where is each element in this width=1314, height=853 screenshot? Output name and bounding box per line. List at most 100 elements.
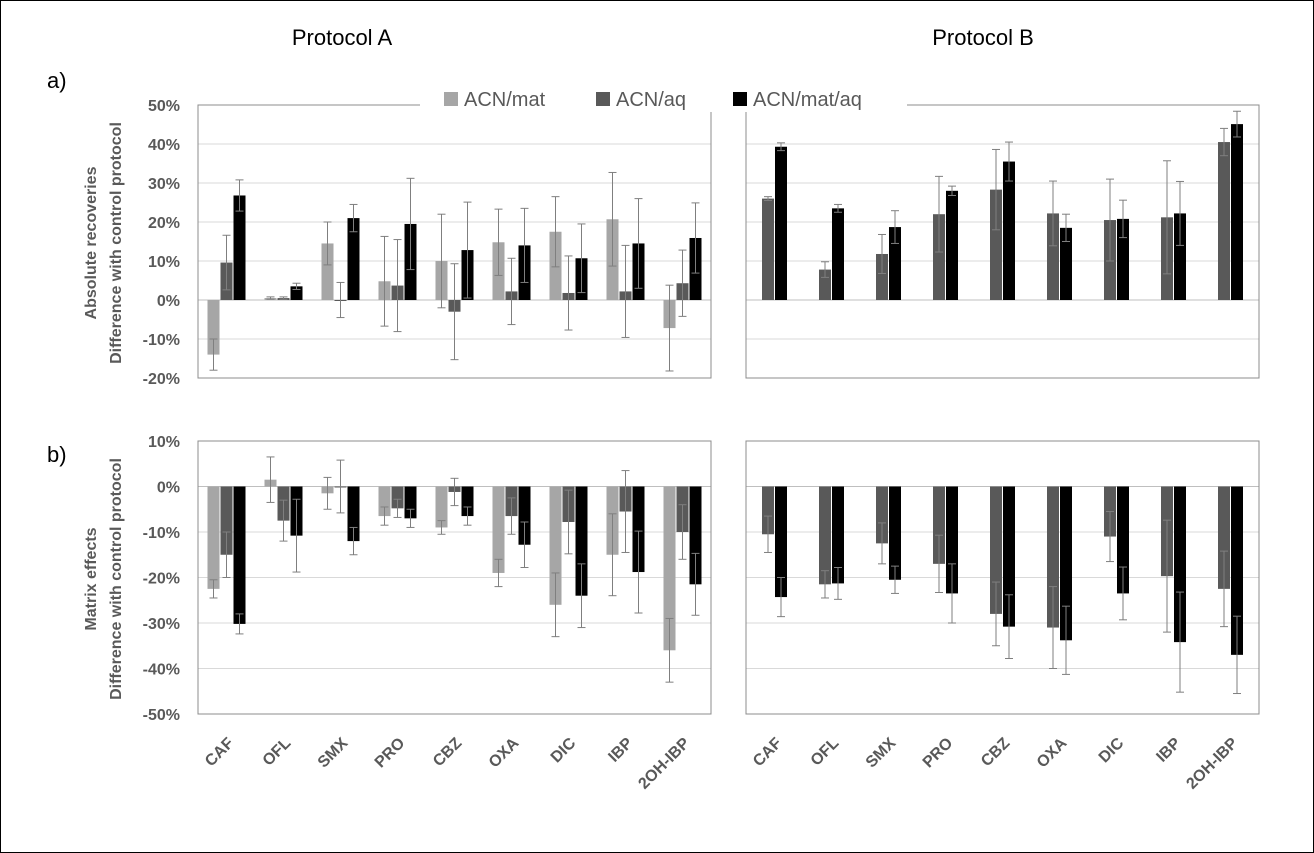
panel-b-protocol-a-ytick-label: -10% [143, 525, 180, 542]
panel-b-protocol-b-xtick-label: OFL [808, 735, 843, 770]
panel-b-protocol-a-bar-acn-mat [663, 486, 676, 651]
panel-b-protocol-b-xtick-label: PRO [920, 735, 957, 772]
panel-a-protocol-b-bar-acn-mat-aq [1117, 218, 1129, 300]
protocol-b-title: Protocol B [932, 25, 1034, 50]
panel-a-protocol-a-ytick-label: -20% [143, 371, 180, 388]
panel-b-protocol-a-bar-acn-aq [391, 486, 404, 509]
panel-b-protocol-a-ytick-label: -20% [143, 571, 180, 588]
legend-swatch-acn-mat-aq [733, 92, 747, 106]
panel-b-protocol-a-bar-acn-mat [378, 486, 391, 517]
panel-a-protocol-a-ytick-label: 20% [148, 215, 180, 232]
panel-a-protocol-b-bar-acn-mat-aq [1174, 213, 1186, 300]
panel-b-protocol-a-xtick-label: 2OH-IBP [635, 735, 693, 793]
panel-b-protocol-b-bar-acn-mat-aq [775, 486, 787, 598]
panel-b-protocol-b-bar-acn-mat-aq [1060, 486, 1072, 641]
ylabel-a-line1: Absolute recoveries [83, 166, 100, 319]
panel-a-protocol-b-bar-acn-mat-aq [1060, 227, 1072, 300]
panel-a-protocol-a-ytick-label: -10% [143, 332, 180, 349]
panel-a-protocol-b-bar-acn-mat-aq [889, 227, 901, 300]
panel-a-protocol-b-bar-acn-mat-aq [775, 146, 787, 300]
panel-a-protocol-a-ytick-label: 30% [148, 176, 180, 193]
panel-a-protocol-a-ytick-label: 40% [148, 137, 180, 154]
panel-a-protocol-b-bar-acn-aq [1218, 142, 1230, 300]
legend-label-acn-mat-aq: ACN/mat/aq [753, 89, 862, 111]
panel-b-protocol-b-xtick-label: IBP [1153, 735, 1184, 766]
ylabel-a-line2: Difference with control protocol [108, 122, 125, 364]
panel-b-protocol-b-bar-acn-aq [819, 486, 831, 585]
panel-b-protocol-a-xtick-label: OXA [486, 734, 523, 771]
panel-a-protocol-a-ytick-label: 10% [148, 254, 180, 271]
protocol-a-title: Protocol A [292, 25, 393, 50]
panel-b-protocol-a-ytick-label: -40% [143, 662, 180, 679]
panel-a-protocol-b-bar-acn-mat-aq [1231, 124, 1243, 300]
panel-a-protocol-b-bar-acn-mat-aq [946, 190, 958, 300]
panel-b-protocol-a-bar-acn-aq [220, 486, 233, 555]
panel-b-protocol-a-xtick-label: CAF [202, 735, 237, 770]
ylabel-b-line1: Matrix effects [83, 527, 100, 630]
legend: ACN/mat ACN/aq ACN/mat/aq [420, 88, 907, 112]
panel-b-protocol-b-bar-acn-aq [1047, 486, 1059, 628]
panel-b-protocol-a-ytick-label: -30% [143, 616, 180, 633]
panel-b-protocol-b-xtick-label: DIC [1096, 734, 1128, 766]
panel-b-protocol-b-bar-acn-aq [933, 486, 945, 564]
legend-background [420, 88, 907, 112]
panel-b-protocol-a-bar-acn-mat [549, 486, 562, 605]
panel-b-protocol-b-xtick-label: CBZ [978, 735, 1013, 770]
panel-a-protocol-b-bar-acn-mat-aq [832, 208, 844, 300]
panel-a-protocol-b-plot-border [745, 104, 1260, 379]
panel-a-protocol-b-bar-acn-mat-aq [1003, 161, 1015, 300]
panel-b-protocol-a-xtick-label: OFL [260, 735, 295, 770]
legend-label-acn-aq: ACN/aq [616, 89, 686, 111]
panel-b-protocol-a-ytick-label: 10% [148, 434, 180, 451]
panel-a-protocol-b-bar-acn-aq [933, 214, 945, 300]
panel-b-protocol-b-xtick-label: 2OH-IBP [1183, 735, 1241, 793]
panel-b-protocol-a-xtick-label: PRO [372, 735, 409, 772]
panel-a-protocol-a-ytick-label: 50% [148, 98, 180, 115]
panel-b-protocol-b-xtick-label: CAF [750, 735, 785, 770]
panel-b-protocol-a-xtick-label: SMX [315, 735, 352, 772]
panel-a-protocol-b-bar-acn-aq [762, 198, 774, 300]
panel-a-protocol-a-bar-acn-mat [207, 300, 220, 355]
panel-b-protocol-b-bar-acn-mat-aq [1231, 486, 1243, 655]
panel-b-protocol-b-xtick-label: SMX [863, 735, 900, 772]
panel-a-protocol-b-bar-acn-aq [990, 189, 1002, 300]
panel-b-protocol-b-bar-acn-mat-aq [889, 486, 901, 580]
ylabel-b-line2: Difference with control protocol [108, 458, 125, 700]
legend-label-acn-mat: ACN/mat [464, 89, 546, 111]
panel-b-protocol-b-plot-border [745, 440, 1260, 715]
panel-b-protocol-b-bar-acn-mat-aq [1003, 486, 1015, 627]
panel-b-protocol-a-plot-border [197, 440, 712, 715]
panel-b-protocol-a-xtick-label: IBP [605, 735, 636, 766]
panel-b-protocol-b-xtick-label: OXA [1034, 734, 1071, 771]
legend-swatch-acn-aq [596, 92, 610, 106]
panel-label-b: b) [47, 442, 67, 467]
panel-b-protocol-b-bar-acn-aq [1218, 486, 1230, 589]
panel-b-protocol-a-bar-acn-mat-aq [461, 486, 474, 517]
panel-b-protocol-a-ytick-label: -50% [143, 707, 180, 724]
panel-b-protocol-a-bar-acn-mat-aq [575, 486, 588, 596]
panel-a-protocol-a-bar-acn-mat-aq [233, 195, 246, 300]
panel-b-protocol-a-xtick-label: DIC [548, 734, 580, 766]
panel-b-protocol-b-bar-acn-aq [876, 486, 888, 544]
panel-a-protocol-b-bar-acn-aq [1047, 213, 1059, 300]
panel-b-protocol-a-bar-acn-mat-aq [518, 486, 531, 545]
panel-b-protocol-a-bar-acn-mat-aq [233, 486, 246, 624]
panel-a-protocol-a-ytick-label: 0% [157, 293, 180, 310]
panel-b-protocol-a-bar-acn-mat [435, 486, 448, 528]
panel-b-protocol-a-bar-acn-mat [492, 486, 505, 573]
legend-swatch-acn-mat [444, 92, 458, 106]
panel-a-protocol-a-bar-acn-mat [321, 243, 334, 300]
panel-b-protocol-b-bar-acn-mat-aq [1174, 486, 1186, 643]
panel-b-protocol-a-bar-acn-mat-aq [632, 486, 645, 573]
panel-b-protocol-b-bar-acn-mat-aq [946, 486, 958, 594]
panel-b-protocol-b-bar-acn-aq [762, 486, 774, 535]
panel-a-protocol-a-bar-acn-mat-aq [347, 218, 360, 300]
panel-a-protocol-b-bar-acn-aq [876, 253, 888, 300]
panel-b-protocol-a-ytick-label: 0% [157, 480, 180, 497]
panel-b-protocol-a-bar-acn-mat-aq [689, 486, 702, 585]
panel-b-protocol-a-xtick-label: CBZ [430, 735, 465, 770]
panel-b-protocol-a-bar-acn-mat-aq [404, 486, 417, 519]
panel-b-protocol-a-bar-acn-mat [207, 486, 220, 589]
panel-b-protocol-b-bar-acn-mat-aq [832, 486, 844, 584]
